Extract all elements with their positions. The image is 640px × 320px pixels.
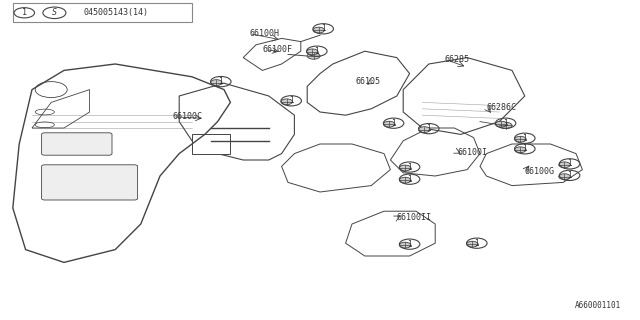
Circle shape xyxy=(399,242,411,248)
Circle shape xyxy=(515,147,526,153)
FancyBboxPatch shape xyxy=(192,134,230,154)
Text: 1: 1 xyxy=(522,144,527,153)
Text: 1: 1 xyxy=(426,124,431,133)
Text: 66100G: 66100G xyxy=(525,167,555,176)
Text: 66100II: 66100II xyxy=(397,213,432,222)
FancyBboxPatch shape xyxy=(13,3,192,22)
Circle shape xyxy=(467,241,478,247)
Text: 1: 1 xyxy=(474,239,479,248)
Text: 1: 1 xyxy=(218,77,223,86)
Text: A660001101: A660001101 xyxy=(575,301,621,310)
Text: 1: 1 xyxy=(391,119,396,128)
Text: 1: 1 xyxy=(22,8,27,17)
Circle shape xyxy=(383,121,395,127)
Circle shape xyxy=(399,165,411,171)
FancyBboxPatch shape xyxy=(42,133,112,155)
Text: 1: 1 xyxy=(314,47,319,56)
Text: 1: 1 xyxy=(407,175,412,184)
Circle shape xyxy=(307,53,320,59)
Text: 66100I: 66100I xyxy=(458,148,488,156)
Text: 1: 1 xyxy=(567,159,572,168)
Text: 66100F: 66100F xyxy=(262,45,292,54)
Circle shape xyxy=(499,122,512,129)
Text: S: S xyxy=(52,8,57,17)
Circle shape xyxy=(559,174,570,180)
Text: 66285: 66285 xyxy=(445,55,470,64)
Circle shape xyxy=(419,127,430,132)
Text: 1: 1 xyxy=(567,171,572,180)
Text: 1: 1 xyxy=(407,163,412,172)
Text: 1: 1 xyxy=(407,240,412,249)
Circle shape xyxy=(211,80,222,85)
Text: 66105: 66105 xyxy=(355,77,380,86)
Circle shape xyxy=(495,121,507,127)
Circle shape xyxy=(281,99,292,105)
Text: 66100C: 66100C xyxy=(173,112,203,121)
Circle shape xyxy=(307,49,318,55)
Text: 66100H: 66100H xyxy=(250,29,280,38)
Text: 1: 1 xyxy=(503,119,508,128)
Text: 1: 1 xyxy=(321,24,326,33)
Text: 1: 1 xyxy=(289,96,294,105)
Text: 045005143(14): 045005143(14) xyxy=(83,8,148,17)
FancyBboxPatch shape xyxy=(42,165,138,200)
Circle shape xyxy=(313,27,324,33)
Text: 1: 1 xyxy=(522,134,527,143)
Circle shape xyxy=(559,162,570,168)
Text: 66286C: 66286C xyxy=(486,103,516,112)
Circle shape xyxy=(515,136,526,142)
Circle shape xyxy=(399,177,411,183)
